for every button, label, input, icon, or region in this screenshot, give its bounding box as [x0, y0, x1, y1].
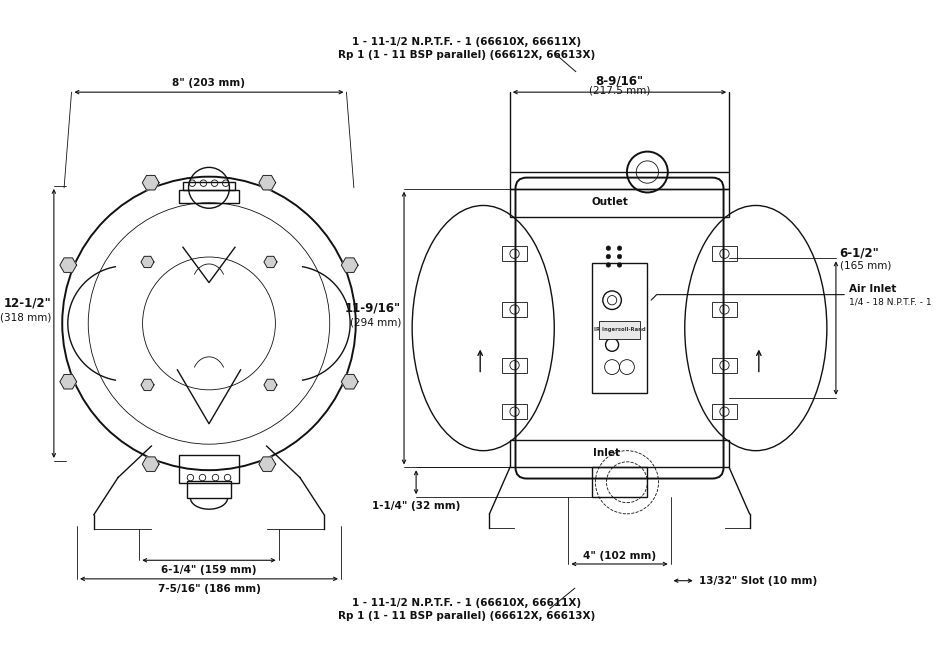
Circle shape [606, 263, 611, 267]
Text: 6-1/2": 6-1/2" [839, 246, 880, 259]
Bar [183, 182, 235, 190]
Polygon shape [142, 457, 159, 471]
Bar [509, 172, 729, 189]
Text: 7-5/16" (186 mm): 7-5/16" (186 mm) [158, 584, 260, 594]
Circle shape [606, 246, 611, 251]
Polygon shape [258, 457, 275, 471]
Bar [180, 190, 239, 203]
Text: Air Inlet: Air Inlet [849, 284, 897, 294]
Polygon shape [60, 258, 77, 272]
Bar [509, 440, 729, 467]
Text: 13/32" Slot (10 mm): 13/32" Slot (10 mm) [699, 576, 818, 586]
Bar [503, 302, 526, 317]
Polygon shape [141, 257, 154, 268]
Bar [599, 320, 640, 340]
Bar [509, 189, 729, 216]
Bar [503, 246, 526, 261]
Text: 4" (102 mm): 4" (102 mm) [583, 551, 656, 561]
Text: 12-1/2": 12-1/2" [4, 297, 51, 309]
Text: 6-1/4" (159 mm): 6-1/4" (159 mm) [162, 565, 257, 576]
Text: 8-9/16": 8-9/16" [595, 74, 644, 88]
Text: Rp 1 (1 - 11 BSP parallel) (66612X, 66613X): Rp 1 (1 - 11 BSP parallel) (66612X, 6661… [337, 50, 595, 60]
Polygon shape [264, 257, 277, 268]
Polygon shape [60, 374, 77, 389]
Polygon shape [264, 379, 277, 391]
Text: (318 mm): (318 mm) [0, 313, 51, 323]
Bar [503, 358, 526, 372]
Bar [713, 302, 737, 317]
Circle shape [606, 254, 611, 259]
Bar [713, 404, 737, 419]
Bar [187, 481, 231, 498]
Text: (165 mm): (165 mm) [839, 261, 891, 271]
Text: 1 - 11-1/2 N.P.T.F. - 1 (66610X, 66611X): 1 - 11-1/2 N.P.T.F. - 1 (66610X, 66611X) [352, 37, 581, 47]
Text: Inlet: Inlet [593, 447, 620, 457]
Text: (217.5 mm): (217.5 mm) [588, 86, 650, 95]
Bar [713, 246, 737, 261]
Text: IR Ingersoll-Rand: IR Ingersoll-Rand [594, 328, 646, 332]
Circle shape [618, 246, 622, 251]
Text: 1-1/4" (32 mm): 1-1/4" (32 mm) [372, 501, 461, 511]
Bar [180, 455, 239, 483]
Bar [591, 467, 648, 497]
Text: 11-9/16": 11-9/16" [345, 301, 401, 314]
Circle shape [618, 254, 622, 259]
Text: 1/4 - 18 N.P.T.F. - 1: 1/4 - 18 N.P.T.F. - 1 [849, 297, 932, 307]
Bar [503, 404, 526, 419]
Text: Rp 1 (1 - 11 BSP parallel) (66612X, 66613X): Rp 1 (1 - 11 BSP parallel) (66612X, 6661… [337, 611, 595, 621]
Text: 1 - 11-1/2 N.P.T.F. - 1 (66610X, 66611X): 1 - 11-1/2 N.P.T.F. - 1 (66610X, 66611X) [352, 598, 581, 608]
Polygon shape [141, 379, 154, 391]
Polygon shape [341, 258, 358, 272]
Text: Outlet: Outlet [592, 197, 629, 207]
Text: (294 mm): (294 mm) [350, 318, 401, 328]
Bar [713, 358, 737, 372]
Polygon shape [258, 176, 275, 190]
Text: 8" (203 mm): 8" (203 mm) [172, 78, 245, 88]
Polygon shape [341, 374, 358, 389]
Polygon shape [142, 176, 159, 190]
Circle shape [618, 263, 622, 267]
Bar [591, 263, 648, 393]
